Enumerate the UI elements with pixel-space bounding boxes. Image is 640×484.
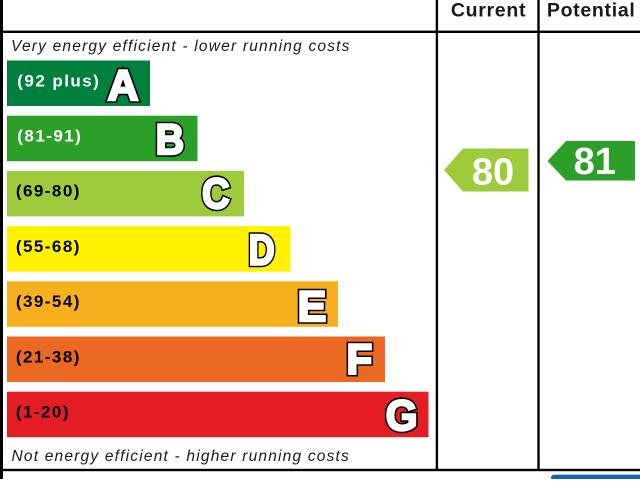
svg-text:80: 80: [472, 152, 514, 194]
svg-text:A: A: [107, 62, 138, 110]
svg-text:B: B: [156, 115, 185, 163]
svg-text:81: 81: [574, 141, 616, 183]
svg-text:D: D: [249, 226, 275, 274]
svg-text:C: C: [202, 169, 230, 218]
svg-text:(21-38): (21-38): [16, 347, 81, 366]
svg-text:E: E: [298, 283, 327, 331]
svg-text:(81-91): (81-91): [17, 127, 82, 146]
svg-text:G: G: [386, 391, 418, 439]
svg-text:F: F: [347, 336, 373, 384]
svg-text:(1-20): (1-20): [16, 403, 70, 422]
svg-text:D: D: [249, 226, 275, 274]
svg-text:(55-68): (55-68): [16, 237, 81, 256]
svg-text:Not energy efficient - higher: Not energy efficient - higher running co…: [12, 448, 351, 465]
svg-text:(69-80): (69-80): [16, 182, 81, 201]
svg-text:B: B: [156, 115, 185, 163]
svg-text:C: C: [202, 169, 230, 218]
svg-text:(39-54): (39-54): [16, 292, 81, 311]
svg-text:Potential: Potential: [547, 0, 636, 22]
svg-text:(92 plus): (92 plus): [17, 71, 100, 90]
svg-text:A: A: [107, 62, 138, 110]
svg-text:Current: Current: [451, 0, 526, 22]
svg-text:E: E: [298, 283, 327, 331]
svg-text:F: F: [347, 336, 373, 384]
svg-text:Very energy efficient - lower: Very energy efficient - lower running co…: [11, 38, 351, 55]
svg-text:G: G: [386, 391, 418, 439]
